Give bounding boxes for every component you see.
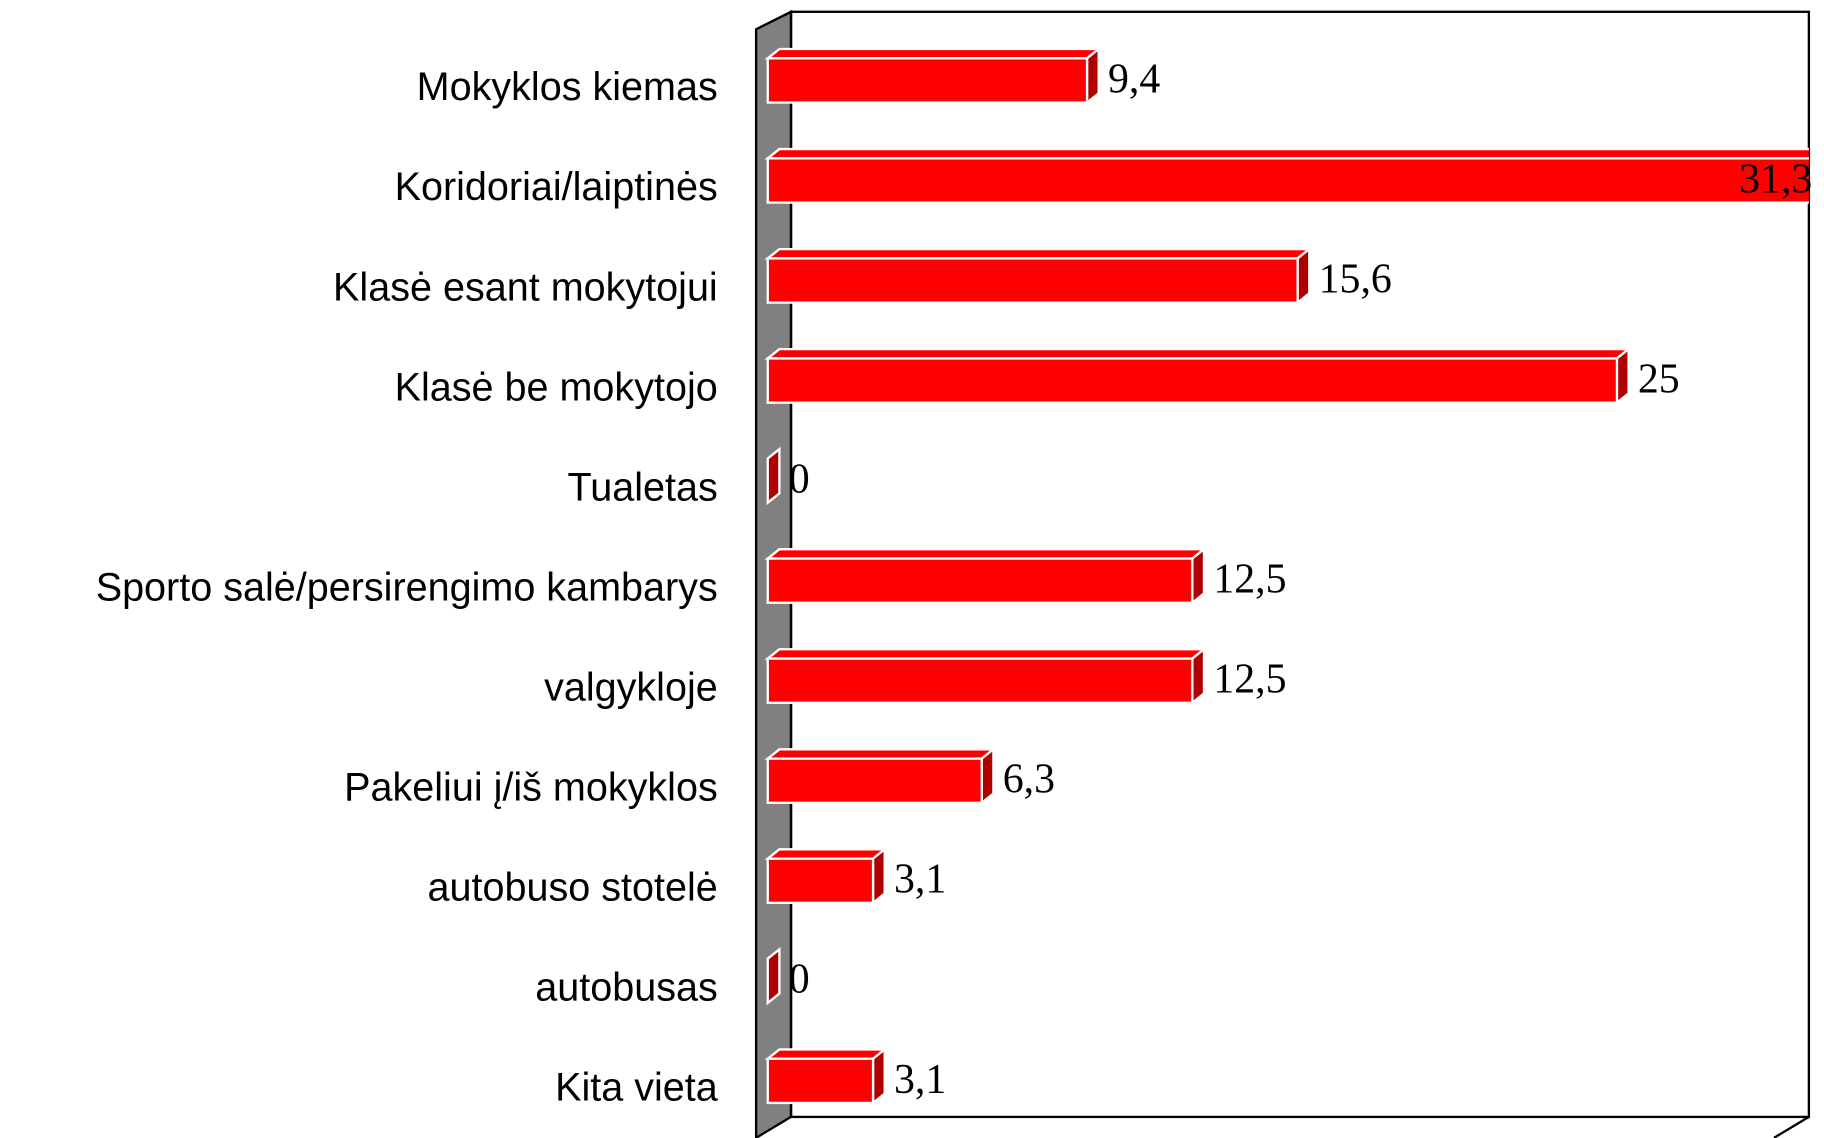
bar bbox=[764, 346, 1632, 406]
value-label: 3,1 bbox=[894, 857, 946, 903]
bar-front bbox=[766, 157, 1809, 204]
bar-front bbox=[766, 1057, 875, 1105]
category-label: Sporto salė/persirengimo kambarys bbox=[96, 565, 718, 609]
bar-front bbox=[766, 757, 983, 804]
bar bbox=[764, 46, 1102, 105]
category-label: autobusas bbox=[535, 966, 718, 1010]
bar-side bbox=[980, 746, 995, 806]
bar-top bbox=[764, 648, 1208, 660]
bar-top bbox=[764, 47, 1102, 60]
bar bbox=[764, 1047, 889, 1106]
bar-side bbox=[871, 1047, 886, 1106]
value-label: 0 bbox=[789, 457, 810, 503]
category-label: Koridoriai/laiptinės bbox=[395, 165, 718, 209]
bar bbox=[764, 246, 1313, 306]
value-label: 15,6 bbox=[1319, 256, 1392, 302]
bar-top bbox=[764, 748, 997, 760]
bar bbox=[764, 846, 889, 906]
bar-side bbox=[1615, 346, 1630, 406]
bar bbox=[764, 746, 997, 806]
category-label: autobuso stotelė bbox=[428, 866, 718, 910]
value-label: 3,1 bbox=[894, 1057, 946, 1103]
category-label: Mokyklos kiemas bbox=[417, 65, 718, 109]
bar-top bbox=[764, 1048, 889, 1060]
value-label: 25 bbox=[1638, 356, 1680, 402]
bar-front bbox=[766, 257, 1299, 304]
bar-side bbox=[766, 946, 781, 1006]
bar-side bbox=[1085, 46, 1100, 105]
bar-side bbox=[1296, 246, 1311, 306]
bars bbox=[764, 46, 1809, 1106]
bar bbox=[764, 646, 1208, 706]
category-label: Klasė esant mokytojui bbox=[333, 265, 718, 309]
category-label: Pakeliui į/iš mokyklos bbox=[344, 765, 718, 809]
category-label: Tualetas bbox=[568, 465, 718, 509]
bar bbox=[764, 546, 1208, 606]
bar-top bbox=[764, 147, 1809, 160]
bar-front bbox=[766, 857, 875, 905]
value-label: 9,4 bbox=[1108, 56, 1160, 102]
bar-top bbox=[764, 247, 1313, 260]
bar bbox=[766, 946, 781, 1006]
bar-side bbox=[871, 846, 886, 906]
value-label: 31,3 bbox=[1739, 156, 1812, 202]
category-label: Klasė be mokytojo bbox=[395, 365, 718, 409]
bar-front bbox=[766, 57, 1089, 104]
bar-front bbox=[766, 357, 1619, 404]
floor-edge bbox=[1773, 1115, 1810, 1138]
value-label: 6,3 bbox=[1003, 757, 1055, 803]
bar-side bbox=[766, 446, 781, 506]
bar-top bbox=[764, 548, 1208, 560]
value-label: 12,5 bbox=[1213, 557, 1286, 603]
bar-top bbox=[764, 848, 889, 860]
bar-front bbox=[766, 657, 1194, 704]
bar-side bbox=[1191, 646, 1206, 706]
value-label: 0 bbox=[789, 957, 810, 1003]
bar bbox=[764, 147, 1809, 204]
bar-front bbox=[766, 557, 1194, 604]
value-label: 12,5 bbox=[1213, 657, 1286, 703]
bar bbox=[766, 446, 781, 506]
bar-top bbox=[764, 347, 1632, 360]
category-label: valgykloje bbox=[544, 665, 718, 709]
bar-side bbox=[1191, 546, 1206, 606]
category-label: Kita vieta bbox=[555, 1066, 718, 1110]
